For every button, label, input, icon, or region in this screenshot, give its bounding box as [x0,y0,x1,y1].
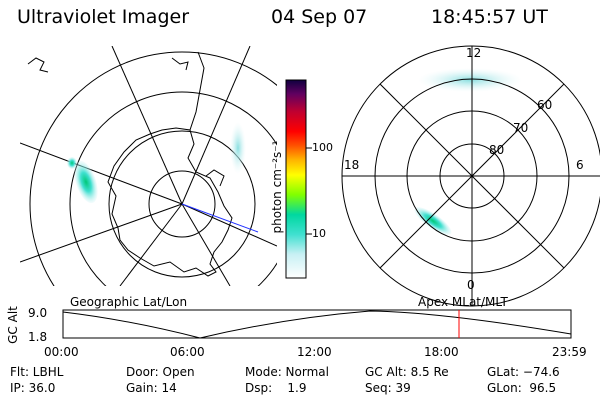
gain-info: Gain: 14 [126,381,177,395]
door-info: Door: Open [126,365,195,379]
meridian-line [111,46,183,205]
glon-info: GLon: 96.5 [487,381,557,395]
gc-alt-info: GC Alt: 8.5 Re [365,365,449,379]
timeline-x-label: 23:59 [552,345,587,359]
meridian-line [20,203,183,263]
meridian-line [181,203,231,286]
meridian-line [181,46,251,205]
latitude-circle [69,91,277,286]
antarctica-coastline [107,127,233,277]
aurora-emission [74,160,98,204]
mlt-label-6: 6 [576,158,584,172]
magnetic-polar-map [341,45,600,307]
mlt-line-diagonal [379,83,565,269]
seq-info: Seq: 39 [365,381,411,395]
glat-info: GLat: −74.6 [487,365,560,379]
mode-info: Mode: Normal [245,365,329,379]
south-america-coast [27,57,189,73]
mlt-label-0: 0 [467,278,475,292]
timeline-y-label: 1.8 [28,330,48,344]
filter-info: Flt: LBHL [10,365,64,379]
latitude-circle [148,170,216,238]
observation-date: 04 Sep 07 [271,6,368,28]
mlt-label-12: 12 [466,46,482,60]
magnetic-panel-label: Apex MLat/MLT [418,295,508,309]
timeline-x-label: 12:00 [297,345,332,359]
timeline-frame [62,309,572,339]
instrument-title: Ultraviolet Imager [17,6,190,28]
timeline-axis-label: GC Alt [5,306,20,344]
timeline-y-label: 9.0 [28,306,48,320]
colorbar-tick-label: 10 [312,227,326,240]
altitude-curve [62,310,572,339]
satellite-track [181,203,259,233]
antarctic-peninsula [189,51,225,187]
timeline-x-label: 18:00 [424,345,459,359]
aurora-emission [67,157,77,169]
geographic-panel-label: Geographic Lat/Lon [70,295,188,309]
aurora-emission [230,122,246,174]
mlt-label-18: 18 [344,158,360,172]
timeline-x-label: 06:00 [170,345,205,359]
latitude-circle [108,130,256,278]
colorbar-unit-label: photon cm⁻²s⁻¹ [270,140,284,234]
aurora-emission [414,207,452,235]
ip-info: IP: 36.0 [10,381,56,395]
observation-time: 18:45:57 UT [431,6,548,28]
colorbar-tick-label: 100 [312,141,333,154]
mlat-label-80: 80 [489,143,505,157]
colorbar [285,79,312,279]
meridian-line [119,203,183,286]
timeline-x-label: 00:00 [44,345,79,359]
altitude-timeline [62,309,572,339]
dsp-info: Dsp: 1.9 [245,381,307,395]
meridian-line [20,142,183,205]
mlat-label-70: 70 [513,121,529,135]
geographic-map [20,46,277,286]
mlat-label-60: 60 [537,98,553,112]
colorbar-scale [285,79,307,279]
latitude-circle [29,51,277,286]
aurora-emission [418,68,522,92]
